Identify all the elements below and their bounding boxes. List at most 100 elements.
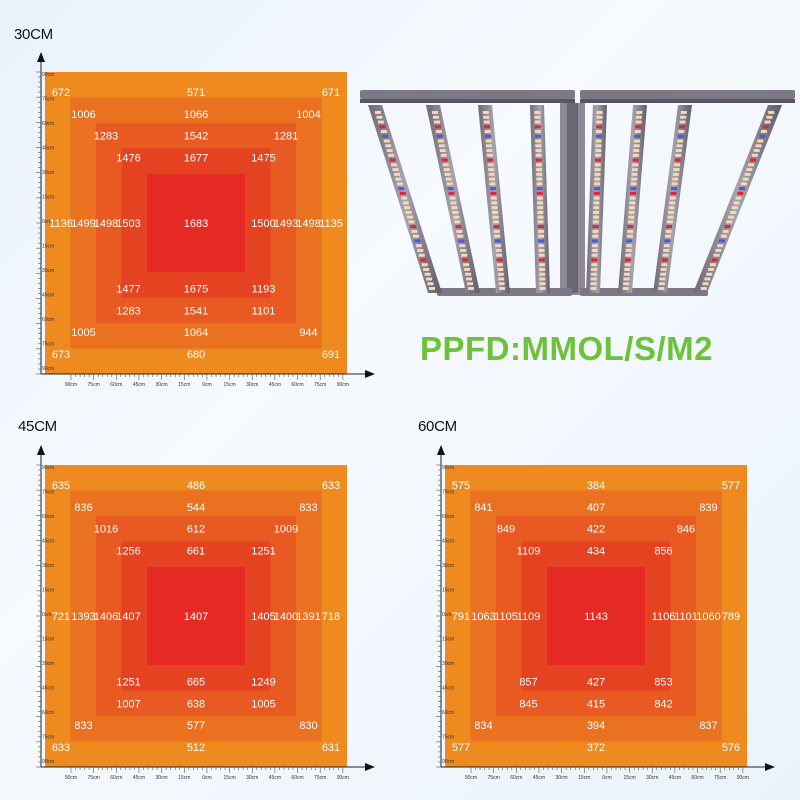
ppfd-value: 1493 xyxy=(274,218,298,230)
ppfd-value: 1281 xyxy=(274,131,298,143)
ppfd-value: 1060 xyxy=(696,611,720,623)
x-tick-label: 75cm xyxy=(88,775,100,781)
x-axis-arrow xyxy=(365,370,375,378)
ppfd-value: 1064 xyxy=(184,327,208,339)
ppfd-value: 1406 xyxy=(94,611,118,623)
y-tick-label: 15cm xyxy=(442,637,454,643)
x-tick-label: 90cm xyxy=(65,775,77,781)
ppfd-value: 665 xyxy=(187,677,205,689)
ppfd-value: 833 xyxy=(74,720,92,732)
ppfd-value: 1004 xyxy=(296,109,320,121)
ppfd-value: 1135 xyxy=(319,218,343,230)
x-tick-label: 75cm xyxy=(488,775,500,781)
ppfd-value: 836 xyxy=(74,502,92,514)
x-tick-label: 75cm xyxy=(314,382,326,388)
ppfd-value: 1143 xyxy=(584,611,608,623)
x-tick-label: 15cm xyxy=(178,775,190,781)
x-tick-label: 15cm xyxy=(578,775,590,781)
y-tick-label: 30cm xyxy=(42,268,54,274)
x-tick-label: 15cm xyxy=(223,775,235,781)
ppfd-value: 1009 xyxy=(274,524,298,536)
ppfd-value: 791 xyxy=(452,611,470,623)
light-bar xyxy=(586,105,607,293)
ring-4 xyxy=(147,174,245,272)
x-tick-label: 75cm xyxy=(714,775,726,781)
y-tick-label: 30cm xyxy=(42,661,54,667)
ppfd-value: 830 xyxy=(299,720,317,732)
y-tick-label: 45cm xyxy=(42,146,54,152)
x-axis-arrow xyxy=(765,763,775,771)
x-tick-label: 75cm xyxy=(314,775,326,781)
ppfd-value: 721 xyxy=(52,611,70,623)
ppfd-value: 1101 xyxy=(674,611,698,623)
ppfd-value: 1251 xyxy=(116,677,140,689)
x-tick-label: 30cm xyxy=(156,775,168,781)
ppfd-value: 1005 xyxy=(251,698,275,710)
ppfd-value: 1283 xyxy=(94,131,118,143)
ppfd-value: 1249 xyxy=(251,677,275,689)
ppfd-value: 633 xyxy=(322,480,340,492)
x-tick-label: 0cm xyxy=(202,382,211,388)
y-tick-label: 30cm xyxy=(42,170,54,176)
x-tick-label: 30cm xyxy=(246,382,258,388)
ppfd-value: 577 xyxy=(452,742,470,754)
ppfd-value: 633 xyxy=(52,742,70,754)
x-tick-label: 45cm xyxy=(669,775,681,781)
y-tick-label: 90cm xyxy=(42,72,54,78)
ppfd-value: 856 xyxy=(654,546,672,558)
ppfd-value: 839 xyxy=(699,502,717,514)
ppfd-value: 1683 xyxy=(184,218,208,230)
ppfd-value: 1400 xyxy=(274,611,298,623)
x-tick-label: 15cm xyxy=(623,775,635,781)
ppfd-value: 1101 xyxy=(252,305,276,317)
y-tick-label: 0cm xyxy=(42,612,51,618)
ppfd-value: 571 xyxy=(187,87,205,99)
ppfd-value: 1677 xyxy=(184,153,208,165)
ppfd-value: 834 xyxy=(474,720,492,732)
ppfd-value: 857 xyxy=(519,677,537,689)
y-tick-label: 90cm xyxy=(442,759,454,765)
x-tick-label: 90cm xyxy=(65,382,77,388)
ppfd-value: 577 xyxy=(187,720,205,732)
ppfd-value: 1005 xyxy=(71,327,95,339)
ppfd-value: 1109 xyxy=(517,611,541,623)
y-tick-label: 0cm xyxy=(442,612,451,618)
x-tick-label: 45cm xyxy=(269,382,281,388)
ppfd-value: 1066 xyxy=(184,109,208,121)
y-tick-label: 30cm xyxy=(442,563,454,569)
ppfd-value: 1542 xyxy=(184,131,208,143)
ppfd-value: 1405 xyxy=(251,611,275,623)
y-tick-label: 90cm xyxy=(42,366,54,372)
ppfd-value: 415 xyxy=(587,698,605,710)
x-tick-label: 60cm xyxy=(110,382,122,388)
x-tick-label: 0cm xyxy=(202,775,211,781)
y-tick-label: 75cm xyxy=(442,735,454,741)
y-tick-label: 45cm xyxy=(42,686,54,692)
y-tick-label: 60cm xyxy=(42,121,54,127)
ppfd-value: 576 xyxy=(722,742,740,754)
ppfd-value: 384 xyxy=(587,480,605,492)
y-tick-label: 45cm xyxy=(442,686,454,692)
light-bar xyxy=(693,105,782,293)
ppfd-value: 718 xyxy=(322,611,340,623)
y-tick-label: 60cm xyxy=(442,710,454,716)
ppfd-value: 612 xyxy=(187,524,205,536)
ppfd-value: 1256 xyxy=(116,546,140,558)
ppfd-value: 638 xyxy=(187,698,205,710)
y-tick-label: 0cm xyxy=(42,219,51,225)
ring-4 xyxy=(547,567,645,665)
y-tick-label: 15cm xyxy=(42,244,54,250)
y-tick-label: 60cm xyxy=(42,710,54,716)
light-bar xyxy=(478,105,510,293)
ppfd-value: 1541 xyxy=(184,305,208,317)
ppfd-value: 673 xyxy=(52,349,70,361)
x-tick-label: 30cm xyxy=(556,775,568,781)
x-tick-label: 75cm xyxy=(88,382,100,388)
light-bar xyxy=(653,105,692,293)
ppfd-value: 544 xyxy=(187,502,205,514)
ppfd-value: 1498 xyxy=(296,218,320,230)
ppfd-value: 837 xyxy=(699,720,717,732)
ppfd-value: 833 xyxy=(299,502,317,514)
light-bar xyxy=(618,105,647,293)
